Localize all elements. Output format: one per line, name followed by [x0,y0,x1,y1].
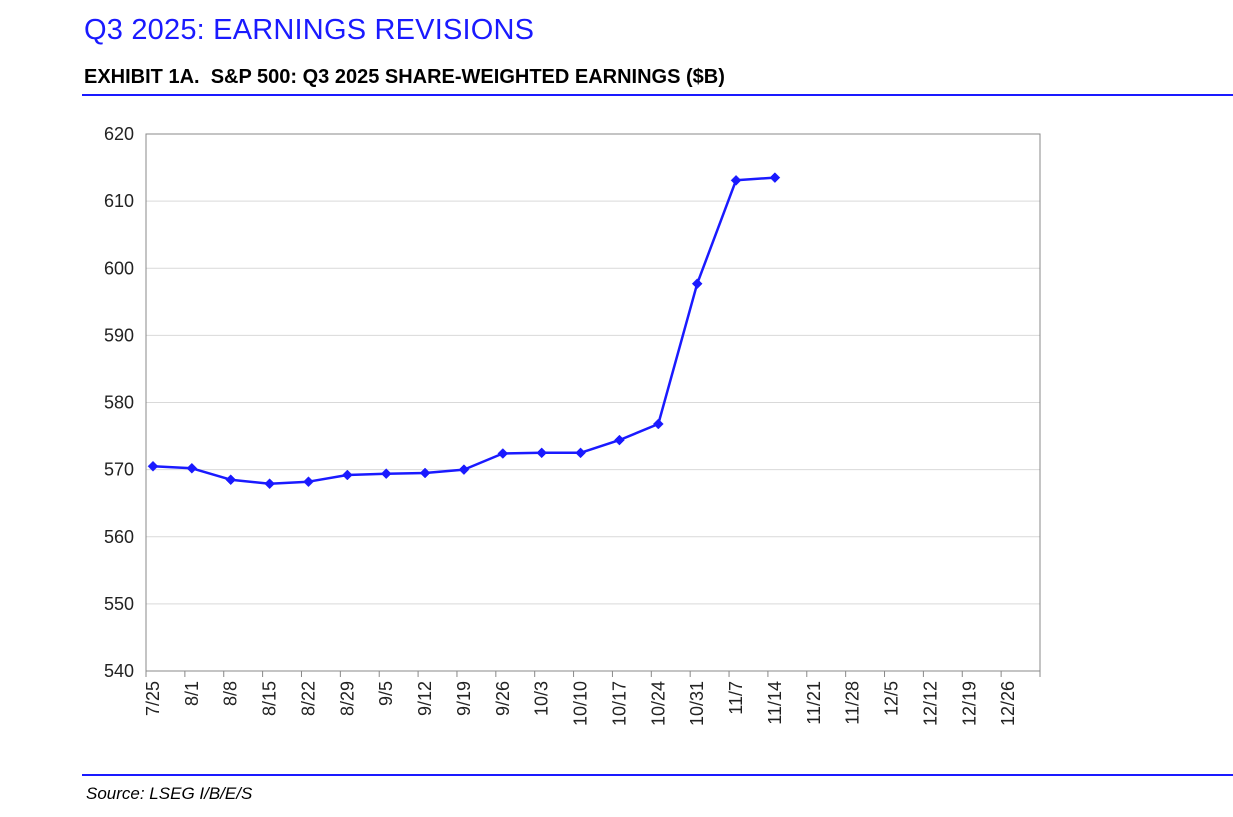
x-tick-label: 12/26 [998,681,1018,726]
data-point-7-25 [147,460,159,472]
data-series [147,172,781,490]
x-axis-tick-labels: 7/25 8/1 8/8 8/15 8/22 8/29 9/5 9/12 9/19 9/26 10/… [143,681,1018,726]
x-tick-label: 10/3 [532,681,552,716]
x-tick-label: 9/12 [415,681,435,716]
series-line [152,176,775,485]
x-tick-label: 8/15 [260,681,280,716]
x-tick-label: 12/5 [882,681,902,716]
x-tick-label: 7/25 [143,681,163,716]
data-point-8-1 [186,462,198,474]
y-tick-label: 550 [104,594,134,614]
data-point-10-24 [652,418,664,430]
x-tick-label: 10/17 [609,681,629,726]
y-tick-label: 590 [104,325,134,345]
exhibit-title: EXHIBIT 1A. S&P 500: Q3 2025 SHARE-WEIGH… [84,66,725,88]
x-tick-label: 8/8 [221,681,241,706]
x-tick-label: 11/7 [726,681,746,715]
x-tick-label: 10/24 [648,681,668,726]
x-tick-label: 8/1 [182,681,202,706]
data-point-8-29 [341,469,353,481]
data-point-10-3 [536,447,548,459]
x-tick-label: 11/14 [765,681,785,725]
data-point-8-8 [225,474,237,486]
data-point-10-31 [691,278,703,290]
x-tick-label: 10/31 [687,681,707,726]
x-axis-tick-marks [145,671,1041,677]
x-tick-label: 9/5 [376,681,396,706]
x-tick-label: 9/19 [454,681,474,716]
page-heading: Q3 2025: EARNINGS REVISIONS [84,14,535,46]
x-tick-label: 9/26 [493,681,513,716]
grid-lines [146,200,1040,605]
x-tick-label: 8/29 [337,681,357,716]
data-point-10-17 [614,434,625,446]
x-tick-label: 10/10 [571,681,591,726]
x-tick-label: 8/22 [298,681,318,716]
plot-area-frame [145,133,1041,672]
data-point-9-19 [458,464,470,475]
y-tick-label: 580 [104,393,134,413]
y-tick-label: 620 [104,124,134,144]
y-tick-label: 560 [104,527,134,547]
data-point-8-15 [264,478,275,490]
data-point-9-12 [419,467,431,479]
x-tick-label: 12/19 [959,681,979,726]
data-point-11-7 [730,174,742,186]
x-tick-label: 11/28 [843,681,863,725]
y-tick-label: 610 [104,191,134,211]
footer-divider [82,774,1233,776]
data-point-8-22 [303,476,314,488]
y-tick-label: 600 [104,258,134,278]
x-tick-label: 12/12 [920,681,940,726]
y-axis-tick-labels: 540 550 560 570 580 590 600 610 620 [104,124,134,681]
y-tick-label: 540 [104,661,134,681]
data-point-10-10 [575,447,586,459]
source-note: Source: LSEG I/B/E/S [86,784,253,803]
title-divider [82,94,1233,96]
y-tick-label: 570 [104,460,134,480]
data-point-11-14 [769,172,781,183]
x-tick-label: 11/21 [804,681,824,725]
data-point-9-26 [497,448,509,459]
data-point-9-5 [380,468,392,480]
